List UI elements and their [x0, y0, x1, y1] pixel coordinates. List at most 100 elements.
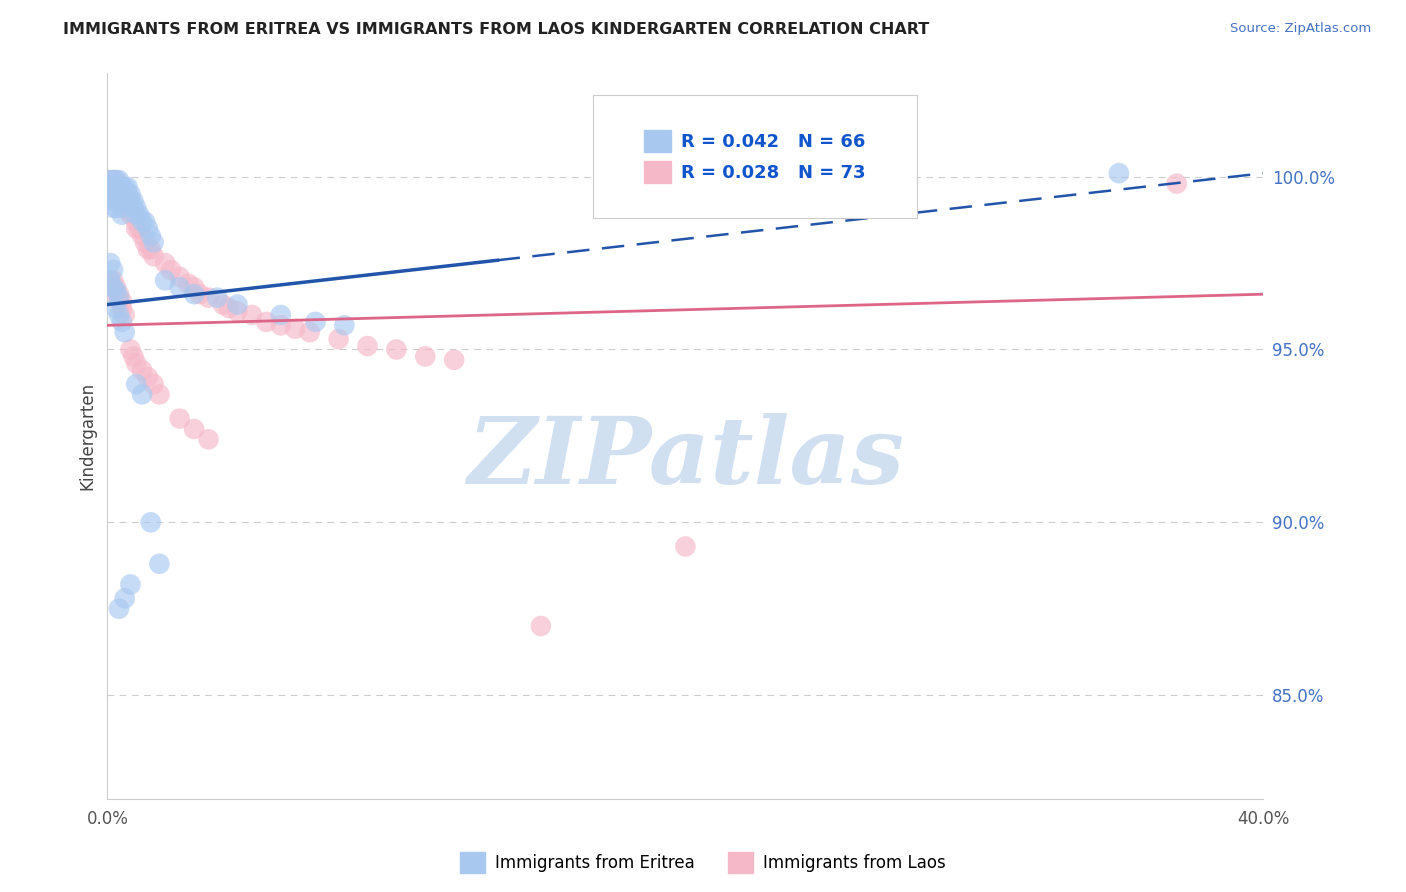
Point — [125, 201, 148, 215]
Point — [111, 180, 134, 194]
Point — [153, 256, 176, 270]
Point — [108, 194, 131, 208]
Point — [148, 387, 170, 401]
Point — [131, 363, 153, 377]
Point — [226, 297, 249, 311]
Text: Source: ZipAtlas.com: Source: ZipAtlas.com — [1230, 22, 1371, 36]
Point — [125, 208, 148, 222]
Point — [298, 325, 321, 339]
Point — [105, 186, 128, 201]
Point — [131, 228, 153, 243]
Point — [120, 186, 142, 201]
Point — [117, 201, 139, 215]
Point — [142, 249, 165, 263]
Point — [120, 577, 142, 591]
Point — [101, 173, 124, 187]
Point — [177, 277, 200, 291]
Point — [385, 343, 408, 357]
Point — [101, 273, 124, 287]
Point — [183, 422, 205, 436]
Point — [111, 186, 134, 201]
Point — [148, 557, 170, 571]
Point — [101, 186, 124, 201]
Point — [101, 186, 124, 201]
Point — [270, 318, 292, 333]
Point — [114, 180, 136, 194]
Point — [105, 284, 128, 298]
Point — [530, 619, 553, 633]
Point — [136, 221, 159, 235]
Point — [1108, 166, 1130, 180]
Point — [120, 343, 142, 357]
Point — [105, 173, 128, 187]
Point — [105, 173, 128, 187]
Point — [101, 280, 124, 294]
Point — [169, 280, 191, 294]
Text: IMMIGRANTS FROM ERITREA VS IMMIGRANTS FROM LAOS KINDERGARTEN CORRELATION CHART: IMMIGRANTS FROM ERITREA VS IMMIGRANTS FR… — [63, 22, 929, 37]
Point — [114, 591, 136, 606]
Point — [183, 280, 205, 294]
Point — [142, 235, 165, 250]
Point — [254, 315, 277, 329]
Point — [169, 411, 191, 425]
Point — [122, 350, 145, 364]
Point — [111, 194, 134, 208]
Point — [98, 273, 121, 287]
Point — [122, 194, 145, 208]
Point — [284, 322, 307, 336]
Point — [1166, 177, 1188, 191]
Point — [114, 325, 136, 339]
Point — [125, 356, 148, 370]
Point — [108, 180, 131, 194]
Point — [105, 287, 128, 301]
Point — [101, 180, 124, 194]
Point — [101, 194, 124, 208]
Point — [101, 173, 124, 187]
Point — [105, 180, 128, 194]
Point — [183, 287, 205, 301]
Point — [101, 180, 124, 194]
Point — [139, 228, 162, 243]
Point — [98, 173, 121, 187]
Point — [108, 186, 131, 201]
Point — [108, 173, 131, 187]
Point — [131, 387, 153, 401]
Point — [108, 601, 131, 615]
Point — [356, 339, 378, 353]
Point — [101, 280, 124, 294]
Point — [111, 194, 134, 208]
Point — [333, 318, 356, 333]
Point — [108, 186, 131, 201]
Point — [108, 291, 131, 305]
Point — [120, 208, 142, 222]
Point — [114, 186, 136, 201]
Point — [111, 180, 134, 194]
Legend: Immigrants from Eritrea, Immigrants from Laos: Immigrants from Eritrea, Immigrants from… — [453, 846, 953, 880]
Point — [240, 308, 263, 322]
Point — [101, 201, 124, 215]
Point — [125, 214, 148, 228]
Point — [673, 540, 696, 554]
Point — [111, 201, 134, 215]
Point — [111, 301, 134, 315]
Point — [105, 201, 128, 215]
Point — [270, 308, 292, 322]
Point — [105, 180, 128, 194]
Point — [117, 194, 139, 208]
Point — [128, 221, 150, 235]
Point — [134, 235, 156, 250]
Point — [114, 194, 136, 208]
Point — [105, 186, 128, 201]
Text: ZIPatlas: ZIPatlas — [467, 413, 904, 503]
Point — [139, 516, 162, 530]
Point — [120, 201, 142, 215]
Point — [98, 186, 121, 201]
Point — [125, 221, 148, 235]
Point — [105, 280, 128, 294]
Y-axis label: Kindergarten: Kindergarten — [79, 382, 96, 490]
Point — [125, 377, 148, 392]
Point — [114, 186, 136, 201]
Point — [108, 194, 131, 208]
Point — [328, 332, 350, 346]
Point — [122, 201, 145, 215]
